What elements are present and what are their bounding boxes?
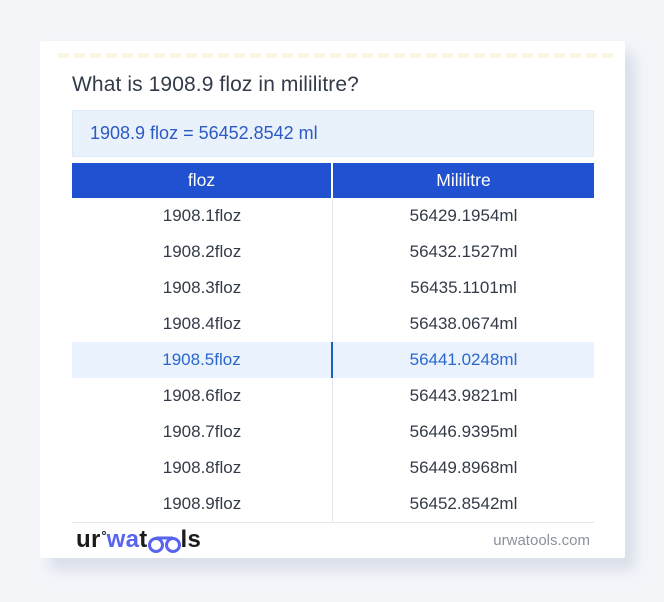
table-row[interactable]: 1908.7floz 56446.9395ml <box>72 414 594 450</box>
table-row[interactable]: 1908.4floz 56438.0674ml <box>72 306 594 342</box>
floz-cell[interactable]: 1908.6floz <box>72 378 333 414</box>
decorative-dashed-line <box>58 53 615 58</box>
card-footer: ur wa t ls urwatools.com <box>40 522 625 558</box>
table-row[interactable]: 1908.6floz 56443.9821ml <box>72 378 594 414</box>
ml-cell[interactable]: 56429.1954ml <box>409 206 518 225</box>
table-row[interactable]: 1908.1floz 56429.1954ml <box>72 198 594 234</box>
table-header-row: floz Mililitre <box>72 163 594 198</box>
floz-cell[interactable]: 1908.1floz <box>72 198 333 234</box>
conversion-card: What is 1908.9 floz in mililitre? 1908.9… <box>40 41 625 558</box>
floz-cell[interactable]: 1908.2floz <box>72 234 333 270</box>
column-header-mililitre: Mililitre <box>436 170 491 190</box>
ml-cell[interactable]: 56446.9395ml <box>409 422 518 441</box>
ml-cell[interactable]: 56443.9821ml <box>409 386 518 405</box>
ml-cell[interactable]: 56449.8968ml <box>409 458 518 477</box>
floz-cell[interactable]: 1908.5floz <box>72 342 333 378</box>
ml-cell[interactable]: 56432.1527ml <box>409 242 518 261</box>
logo-text-wa: wa <box>106 526 140 553</box>
floz-cell[interactable]: 1908.7floz <box>72 414 333 450</box>
floz-cell[interactable]: 1908.8floz <box>72 450 333 486</box>
floz-cell[interactable]: 1908.9floz <box>72 486 333 522</box>
site-domain-text: urwatools.com <box>493 531 590 549</box>
page-title: What is 1908.9 floz in mililitre? <box>72 73 359 96</box>
table-row[interactable]: 1908.9floz 56452.8542ml <box>72 486 594 522</box>
answer-box: 1908.9 floz = 56452.8542 ml <box>72 110 594 157</box>
conversion-table: floz Mililitre 1908.1floz 56429.1954ml 1… <box>72 163 594 523</box>
ml-cell[interactable]: 56435.1101ml <box>410 278 517 297</box>
urwatools-logo[interactable]: ur wa t ls <box>76 526 201 554</box>
table-row-highlighted[interactable]: 1908.5floz 56441.0248ml <box>72 342 594 378</box>
degree-ring-icon <box>101 531 106 535</box>
floz-cell[interactable]: 1908.3floz <box>72 270 333 306</box>
ml-cell[interactable]: 56438.0674ml <box>409 314 518 333</box>
logo-text-ur: ur <box>76 526 101 553</box>
logo-text-ls: ls <box>180 526 202 553</box>
ml-cell[interactable]: 56441.0248ml <box>409 350 518 369</box>
table-row[interactable]: 1908.3floz 56435.1101ml <box>72 270 594 306</box>
oo-glasses-icon <box>147 536 181 553</box>
logo-text-t: t <box>139 526 148 553</box>
table-row[interactable]: 1908.8floz 56449.8968ml <box>72 450 594 486</box>
floz-cell[interactable]: 1908.4floz <box>72 306 333 342</box>
table-row[interactable]: 1908.2floz 56432.1527ml <box>72 234 594 270</box>
ml-cell[interactable]: 56452.8542ml <box>409 494 518 513</box>
answer-text: 1908.9 floz = 56452.8542 ml <box>90 123 318 143</box>
column-header-floz: floz <box>72 163 333 198</box>
